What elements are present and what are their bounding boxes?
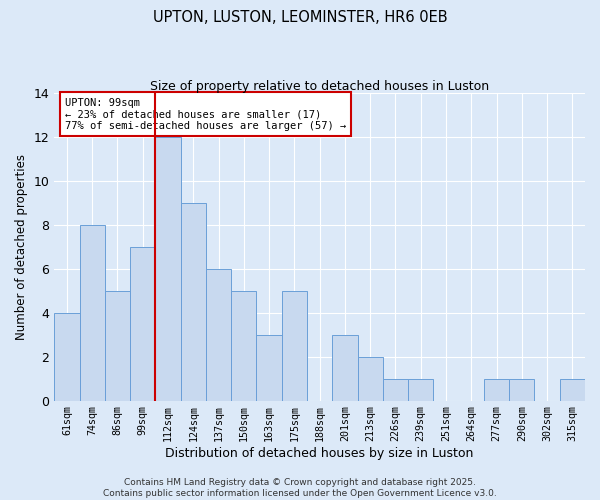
- Bar: [256, 334, 282, 400]
- Bar: [54, 312, 80, 400]
- Bar: [80, 225, 105, 400]
- Title: Size of property relative to detached houses in Luston: Size of property relative to detached ho…: [150, 80, 489, 93]
- Bar: [155, 137, 181, 400]
- Bar: [509, 378, 535, 400]
- Bar: [282, 290, 307, 401]
- Bar: [130, 247, 155, 400]
- Y-axis label: Number of detached properties: Number of detached properties: [15, 154, 28, 340]
- X-axis label: Distribution of detached houses by size in Luston: Distribution of detached houses by size …: [166, 447, 474, 460]
- Bar: [332, 334, 358, 400]
- Bar: [484, 378, 509, 400]
- Text: UPTON: 99sqm
← 23% of detached houses are smaller (17)
77% of semi-detached hous: UPTON: 99sqm ← 23% of detached houses ar…: [65, 98, 346, 131]
- Bar: [383, 378, 408, 400]
- Bar: [358, 356, 383, 401]
- Text: Contains HM Land Registry data © Crown copyright and database right 2025.
Contai: Contains HM Land Registry data © Crown c…: [103, 478, 497, 498]
- Bar: [560, 378, 585, 400]
- Bar: [206, 269, 231, 400]
- Bar: [105, 290, 130, 401]
- Bar: [408, 378, 433, 400]
- Bar: [231, 290, 256, 401]
- Text: UPTON, LUSTON, LEOMINSTER, HR6 0EB: UPTON, LUSTON, LEOMINSTER, HR6 0EB: [152, 10, 448, 25]
- Bar: [181, 203, 206, 400]
